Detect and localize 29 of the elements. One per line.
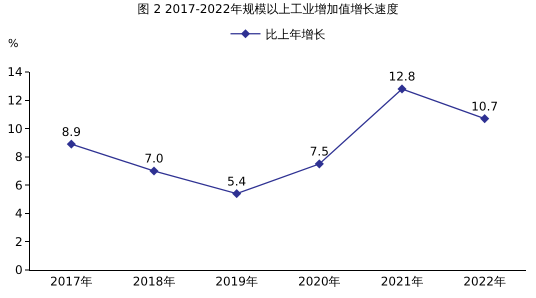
data-label: 12.8 — [388, 70, 416, 84]
x-tick-label: 2022年 — [463, 274, 506, 288]
y-tick-label: 10 — [7, 122, 23, 136]
y-tick-label: 2 — [14, 234, 23, 249]
data-label: 5.4 — [227, 174, 246, 188]
x-tick-label: 2021年 — [380, 274, 424, 288]
point — [66, 140, 76, 149]
data-label: 7.0 — [144, 152, 164, 166]
y-tick-label: 12 — [7, 93, 23, 108]
y-tick-label: 0 — [14, 263, 23, 278]
y-tick-label: 6 — [14, 178, 23, 192]
y-tick-label: 4 — [14, 206, 23, 221]
point — [232, 189, 242, 198]
y-tick-label: 14 — [7, 65, 23, 80]
legend-label: 比上年增长 — [266, 27, 326, 42]
point — [149, 166, 159, 176]
y-axis-title: % — [8, 37, 18, 50]
x-tick-label: 2020年 — [298, 274, 341, 288]
data-label: 8.9 — [62, 124, 81, 139]
x-tick-label: 2018年 — [132, 274, 176, 288]
point — [397, 84, 407, 94]
x-tick-label: 2019年 — [215, 274, 258, 288]
data-label: 7.5 — [310, 144, 329, 159]
y-tick-label: 8 — [14, 150, 23, 164]
x-tick-label: 2017年 — [50, 274, 93, 288]
point — [314, 159, 324, 168]
data-label: 10.7 — [471, 99, 498, 114]
chart-title: 图 2 2017-2022年规模以上工业增加值增长速度 — [138, 2, 398, 16]
point — [480, 114, 490, 124]
